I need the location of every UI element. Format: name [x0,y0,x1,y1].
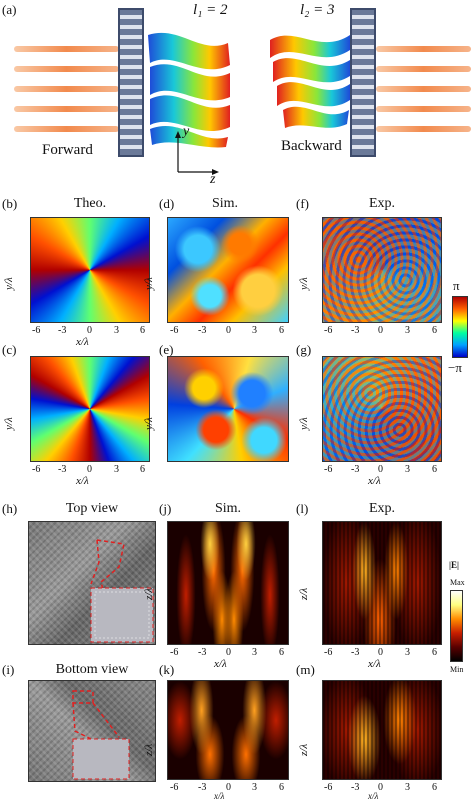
row1-col1-ylabel: y/λ [3,277,15,290]
panel-label-g: (g) [296,342,312,357]
sample-bottom-view-photo [28,680,156,782]
field-colorbar-min: Min [450,665,464,674]
panel-label-k: (k) [159,662,175,677]
axis-z-label: z [210,172,216,187]
row1-col3-ylabel: y/λ [298,277,310,290]
col-title-exp: Exp. [368,196,396,211]
panel-label-d: (d) [159,196,175,211]
panel-label-f: (f) [296,196,309,211]
panel-label-j: (j) [159,501,172,516]
field-sim-forward [167,521,289,645]
phase-exp-backward [322,356,442,462]
row2-col3-xlabel: x/λ [368,475,381,487]
panel-label-c: (c) [2,342,17,357]
col-title-exp-field: Exp. [368,501,396,516]
row3-col2-xlabel: x/λ [214,658,227,670]
row2-col1-ylabel: y/λ [3,417,15,430]
row1-col1-xlabel: x/λ [76,336,89,348]
col-title-sim: Sim. [211,196,239,211]
row3-col2-ylabel: z/λ [143,587,155,600]
field-exp-forward [322,521,442,645]
backward-label: Backward [281,138,342,154]
phase-colorbar-min: −π [448,360,462,375]
row2-col2-ylabel: y/λ [143,417,155,430]
field-colorbar-label: |E| [449,560,459,570]
right-helical-beam [270,35,350,128]
row2-col1-xlabel: x/λ [76,475,89,487]
row4-col2-xlabel: x/λ [214,791,225,801]
phase-sim-forward [167,217,289,323]
yz-axes [175,131,219,175]
field-sim-backward [167,680,289,780]
phase-colorbar-max: π [453,278,460,293]
panel-label-m: (m) [296,662,315,677]
field-exp-backward [322,680,442,780]
row4-col3-xlabel: x/λ [368,791,379,801]
left-metasurface [118,8,144,157]
panel-label-e: (e) [159,342,174,357]
panel-label-a: (a) [2,2,17,17]
row3-col3-xlabel: x/λ [368,658,381,670]
col-title-top-view: Top view [65,501,119,516]
col-title-theo: Theo. [73,196,107,211]
panel-label-i: (i) [2,662,15,677]
row4-col2-ylabel: z/λ [143,743,155,756]
panel-label-l: (l) [296,501,309,516]
right-metasurface [350,8,376,157]
phase-colorbar [452,296,468,358]
panel-label-h: (h) [2,501,18,516]
axis-y-label: y [183,124,190,139]
phase-exp-forward [322,217,442,323]
phase-sim-backward [167,356,289,462]
field-colorbar [450,590,463,662]
panel-label-b: (b) [2,196,18,211]
row3-col3-ylabel: z/λ [298,587,310,600]
row2-col3-ylabel: y/λ [298,417,310,430]
field-colorbar-max: Max [450,578,465,587]
l1-label: l₁ = 2 [193,2,228,18]
phase-theory-l3 [30,356,150,462]
sample-top-view-photo [28,521,156,645]
col-title-bottom-view: Bottom view [55,662,129,677]
col-title-sim-field: Sim. [214,501,242,516]
l2-label: l₂ = 3 [300,2,335,18]
row1-col2-ylabel: y/λ [143,277,155,290]
phase-theory-l2 [30,217,150,323]
row4-col3-ylabel: z/λ [298,743,310,756]
left-helical-beam [148,32,230,148]
forward-label: Forward [42,142,93,158]
